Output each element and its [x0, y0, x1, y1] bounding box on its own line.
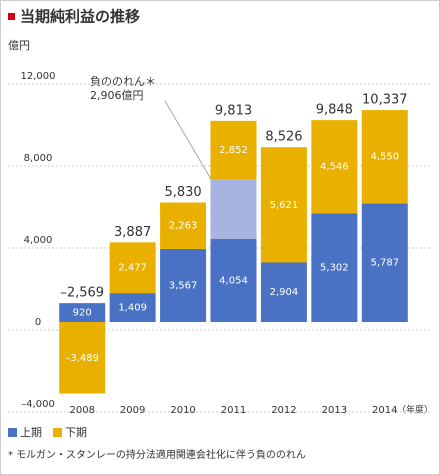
bar-segment — [59, 303, 106, 322]
value-label: 2,477 — [118, 263, 147, 274]
annotation-label: 負ののれん＊ — [90, 75, 156, 88]
total-label: 3,887 — [114, 225, 151, 240]
value-label: 1,409 — [118, 303, 147, 314]
bar-segment — [361, 203, 408, 322]
bar-segment — [260, 147, 307, 263]
bar-segment — [160, 202, 207, 249]
y-tick-label: 8,000 — [24, 153, 53, 164]
x-tick-label: 2011 — [221, 405, 246, 416]
value-label: 4,550 — [370, 152, 399, 163]
x-unit: （年度） — [397, 404, 433, 416]
chart-title: 当期純利益の推移 — [20, 8, 140, 26]
y-tick-label: 4,000 — [24, 235, 53, 246]
value-label: 4,054 — [219, 275, 248, 286]
title-marker — [8, 13, 15, 20]
bar-segment — [210, 238, 257, 322]
total-label: 9,848 — [316, 103, 353, 118]
legend-swatch — [8, 428, 17, 437]
annotation-value: 2,906億円 — [90, 89, 144, 102]
total-label: 5,830 — [164, 185, 201, 200]
bar-segment — [109, 242, 156, 294]
value-label: 920 — [73, 308, 92, 319]
value-label: –3,489 — [65, 353, 99, 364]
bar-segment — [109, 293, 156, 322]
bar-segment — [361, 110, 408, 204]
bar-segment — [210, 179, 257, 239]
y-unit: 億円 — [8, 39, 30, 52]
bar-segment — [311, 213, 358, 322]
value-label: 2,904 — [270, 287, 299, 298]
total-label: 10,337 — [362, 93, 408, 108]
value-label: 5,787 — [370, 258, 399, 269]
footnote: * モルガン・スタンレーの持分法適用関連会社化に伴う負ののれん — [8, 448, 306, 461]
value-label: 5,621 — [270, 200, 299, 211]
x-tick-label: 2009 — [120, 405, 145, 416]
value-label: 3,567 — [169, 280, 198, 291]
legend-label: 上期 — [20, 426, 42, 439]
y-tick-label: –4,000 — [21, 399, 55, 410]
value-label: 5,302 — [320, 263, 349, 274]
legend-swatch — [53, 428, 62, 437]
total-label: –2,569 — [60, 286, 104, 301]
value-label: 2,852 — [219, 145, 248, 156]
value-label: 4,546 — [320, 162, 349, 173]
x-tick-label: 2010 — [170, 405, 195, 416]
bar-segment — [260, 262, 307, 322]
bar-segment — [210, 120, 257, 180]
y-tick-label: 0 — [35, 317, 41, 328]
x-tick-label: 2013 — [322, 405, 347, 416]
total-label: 8,526 — [265, 130, 302, 145]
bar-segment — [311, 120, 358, 214]
total-label: 9,813 — [215, 103, 252, 118]
x-tick-label: 2014 — [372, 405, 397, 416]
legend-label: 下期 — [65, 426, 87, 439]
bar-segment — [59, 322, 106, 394]
x-tick-label: 2008 — [69, 405, 94, 416]
y-tick-label: 12,000 — [21, 71, 56, 82]
value-label: 2,263 — [169, 221, 198, 232]
bar-segment — [160, 248, 207, 322]
x-tick-label: 2012 — [271, 405, 296, 416]
